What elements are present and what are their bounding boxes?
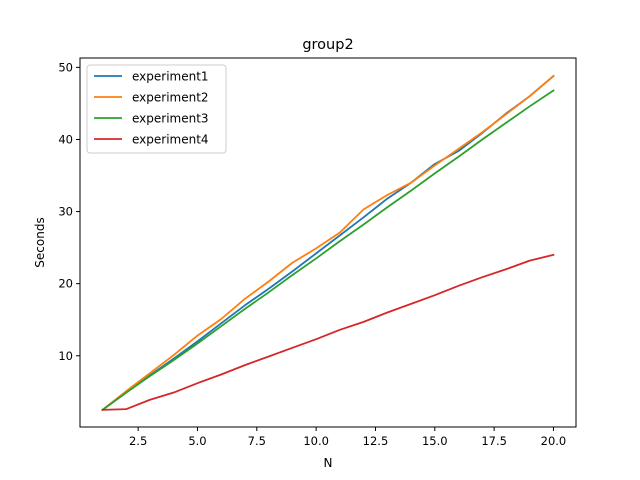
chart-title: group2 — [302, 37, 353, 53]
x-tick-label: 12.5 — [363, 434, 389, 448]
y-tick-label: 10 — [58, 349, 73, 363]
x-tick-label: 7.5 — [248, 434, 266, 448]
x-tick-label: 15.0 — [422, 434, 448, 448]
x-axis-ticks: 2.5 5.0 7.5 10.0 12.5 15.0 17.5 20.0 — [129, 427, 566, 448]
x-tick-label: 10.0 — [303, 434, 329, 448]
series-line-experiment4 — [101, 253, 555, 411]
legend-label-experiment4: experiment4 — [132, 133, 209, 147]
y-tick-label: 40 — [58, 132, 73, 146]
legend-label-experiment3: experiment3 — [132, 112, 209, 126]
y-axis-ticks: 10 20 30 40 50 — [58, 60, 80, 363]
x-tick-label: 20.0 — [541, 434, 567, 448]
series-line-experiment2 — [101, 74, 555, 412]
y-tick-label: 50 — [58, 60, 73, 74]
y-tick-label: 30 — [58, 205, 73, 219]
x-tick-label: 5.0 — [188, 434, 206, 448]
series-line-experiment3 — [101, 89, 555, 412]
x-axis-label: N — [324, 456, 333, 470]
x-tick-label: 2.5 — [129, 434, 147, 448]
y-tick-label: 20 — [58, 277, 73, 291]
legend: experiment1 experiment2 experiment3 experim… — [86, 64, 227, 154]
x-tick-label: 17.5 — [481, 434, 507, 448]
plot-frame — [79, 57, 577, 428]
series-layer — [101, 74, 555, 412]
legend-box — [86, 64, 227, 154]
y-axis-label: Seconds — [33, 217, 47, 267]
legend-label-experiment1: experiment1 — [132, 70, 209, 84]
legend-label-experiment2: experiment2 — [132, 91, 209, 105]
